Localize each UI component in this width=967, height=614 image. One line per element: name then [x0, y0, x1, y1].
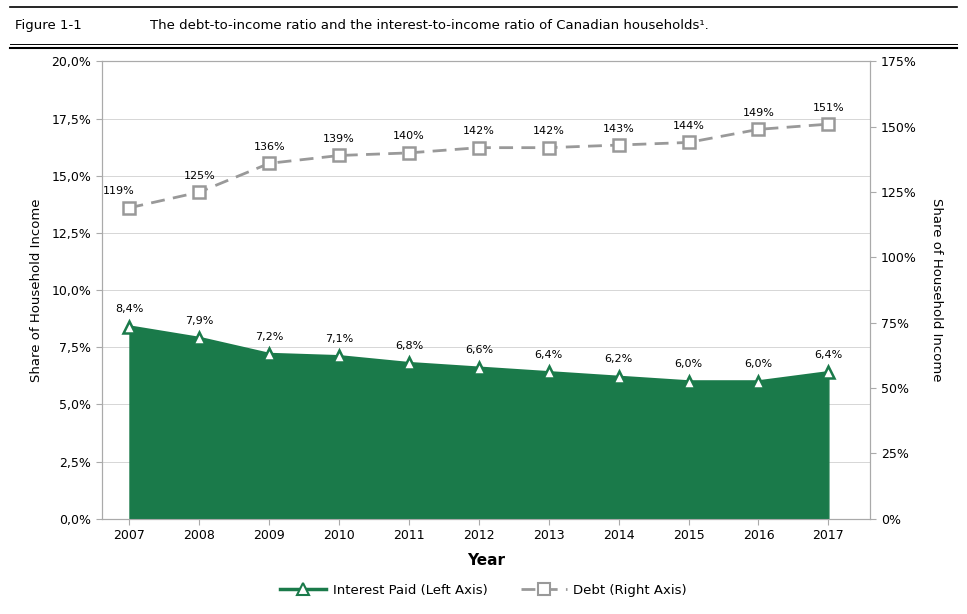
- Text: 7,1%: 7,1%: [325, 334, 353, 344]
- Legend: Interest Paid (Left Axis), Debt (Right Axis): Interest Paid (Left Axis), Debt (Right A…: [275, 578, 692, 602]
- Text: 8,4%: 8,4%: [115, 304, 144, 314]
- Y-axis label: Share of Household Income: Share of Household Income: [30, 198, 43, 382]
- Text: 151%: 151%: [812, 103, 844, 113]
- Text: 6,4%: 6,4%: [814, 350, 842, 360]
- Text: 143%: 143%: [602, 123, 634, 134]
- Text: 149%: 149%: [743, 108, 775, 118]
- Text: 144%: 144%: [673, 121, 705, 131]
- Y-axis label: Share of Household Income: Share of Household Income: [930, 198, 944, 382]
- Text: 125%: 125%: [184, 171, 216, 181]
- Text: 140%: 140%: [394, 131, 425, 141]
- Text: 6,0%: 6,0%: [745, 359, 773, 369]
- Text: Figure 1-1: Figure 1-1: [15, 19, 81, 33]
- Text: 7,9%: 7,9%: [186, 316, 214, 325]
- Text: 6,6%: 6,6%: [465, 345, 493, 356]
- X-axis label: Year: Year: [467, 553, 505, 569]
- Text: 119%: 119%: [103, 186, 134, 196]
- Text: 139%: 139%: [323, 134, 355, 144]
- Text: 6,4%: 6,4%: [535, 350, 563, 360]
- Text: 142%: 142%: [463, 126, 495, 136]
- Text: 142%: 142%: [533, 126, 565, 136]
- Text: 6,2%: 6,2%: [604, 354, 632, 365]
- Text: 7,2%: 7,2%: [255, 332, 283, 341]
- Text: The debt-to-income ratio and the interest-to-income ratio of Canadian households: The debt-to-income ratio and the interes…: [150, 19, 709, 33]
- Text: 136%: 136%: [253, 142, 285, 152]
- Text: 6,0%: 6,0%: [675, 359, 703, 369]
- Text: 6,8%: 6,8%: [395, 341, 424, 351]
